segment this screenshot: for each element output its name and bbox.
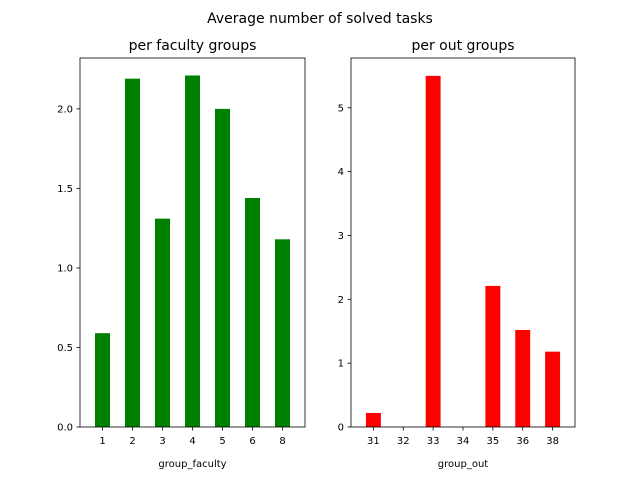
bar-31 xyxy=(365,412,381,427)
x-tick-label: 4 xyxy=(189,436,195,447)
x-tick-label: 3 xyxy=(159,436,165,447)
bar-8 xyxy=(275,239,290,427)
bar-3 xyxy=(155,218,170,427)
y-tick-label: 1.0 xyxy=(57,263,73,274)
y-tick-label: 0.0 xyxy=(57,423,73,434)
y-tick-label: 5 xyxy=(338,103,344,114)
bar-6 xyxy=(245,197,260,427)
y-tick-label: 3 xyxy=(338,231,344,242)
x-tick-label: 33 xyxy=(427,436,440,447)
x-tick-label: 31 xyxy=(367,436,380,447)
x-tick-label: 34 xyxy=(457,436,470,447)
y-tick-label: 0 xyxy=(338,423,344,434)
x-tick-label: 38 xyxy=(546,436,559,447)
x-tick-label: 36 xyxy=(516,436,529,447)
x-tick-label: 35 xyxy=(486,436,499,447)
x-axis-label: group_out xyxy=(438,459,488,470)
y-tick-label: 1.5 xyxy=(57,184,73,195)
bar-38 xyxy=(545,351,561,427)
x-tick-label: 6 xyxy=(249,436,255,447)
subplot-title: per out groups xyxy=(411,38,514,54)
x-axis-label: group_faculty xyxy=(158,459,226,470)
x-tick-label: 32 xyxy=(397,436,410,447)
bar-5 xyxy=(215,108,230,428)
y-tick-label: 2 xyxy=(338,295,344,306)
x-tick-label: 2 xyxy=(129,436,135,447)
bar-35 xyxy=(485,285,501,427)
subplot-title: per faculty groups xyxy=(129,38,257,54)
x-tick-label: 1 xyxy=(99,436,105,447)
bar-36 xyxy=(515,329,531,427)
x-tick-label: 5 xyxy=(219,436,225,447)
bar-33 xyxy=(425,75,441,428)
bar-1 xyxy=(95,333,110,427)
x-tick-label: 8 xyxy=(279,436,285,447)
bar-4 xyxy=(185,75,200,427)
figure-title: Average number of solved tasks xyxy=(207,11,433,27)
subplot-1: per faculty groups 1 2 3 4 5 6 8 0.0 0.5 1.0 1.5 2.0… xyxy=(57,38,306,470)
bar-2 xyxy=(125,78,140,427)
axes-frame xyxy=(350,57,576,428)
y-tick-label: 4 xyxy=(338,167,344,178)
y-tick-label: 1 xyxy=(338,359,344,370)
y-tick-label: 2.0 xyxy=(57,104,73,115)
y-tick-label: 0.5 xyxy=(57,343,73,354)
